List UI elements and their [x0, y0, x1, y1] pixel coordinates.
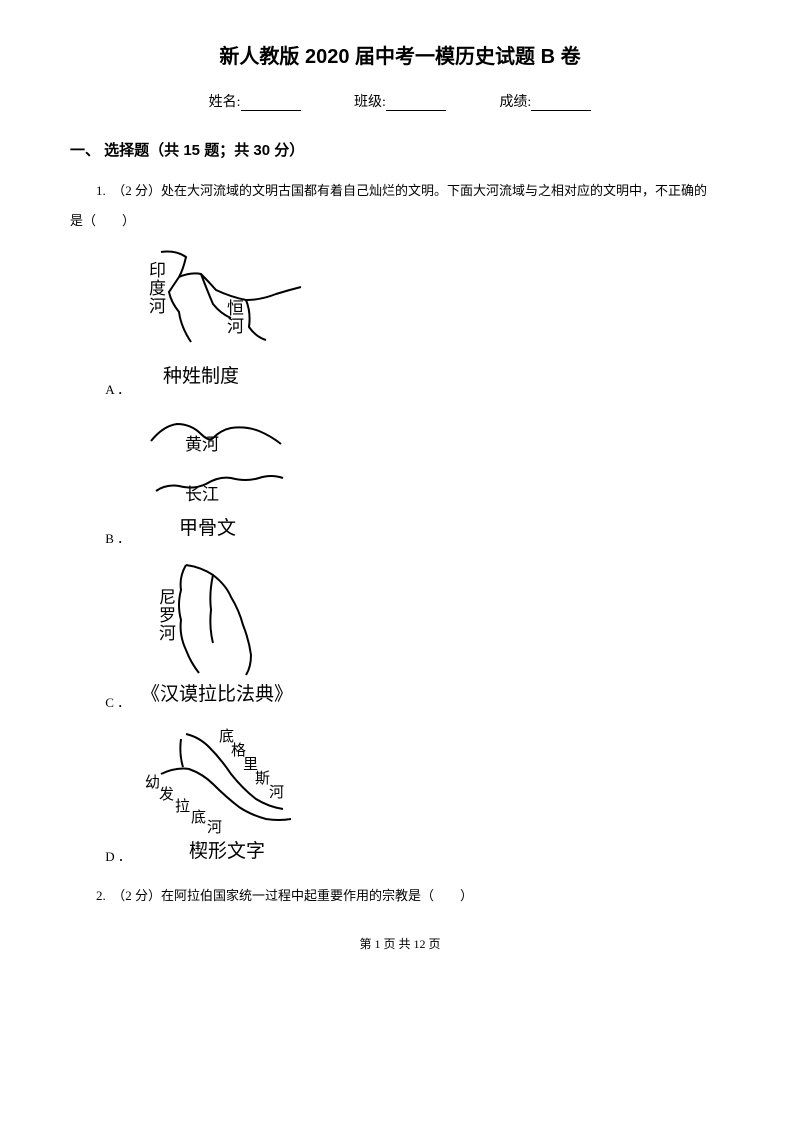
- q1-text-line1: 1. （2 分）处在大河流域的文明古国都有着自己灿烂的文明。下面大河流域与之相对…: [70, 178, 730, 204]
- svg-text:甲骨文: 甲骨文: [179, 517, 236, 539]
- map-nile-icon: 尼 罗 河 《汉谟拉比法典》: [131, 555, 341, 715]
- q1-option-c: C ． 尼 罗 河 《汉谟拉比法典》: [70, 555, 730, 715]
- option-letter: B ．: [105, 528, 131, 551]
- svg-text:楔形文字: 楔形文字: [189, 840, 265, 862]
- svg-text:罗: 罗: [159, 606, 176, 625]
- map-india-icon: 印 度 河 恒 河 种姓制度: [131, 242, 321, 402]
- section-header: 一、 选择题（共 15 题；共 30 分）: [70, 139, 730, 160]
- page-footer: 第 1 页 共 12 页: [70, 935, 730, 952]
- score-blank: [531, 96, 591, 111]
- svg-text:度: 度: [149, 279, 166, 298]
- svg-text:河: 河: [227, 317, 244, 336]
- q1-option-b: B ． 黄河 长江 甲骨文: [70, 406, 730, 551]
- name-blank: [241, 96, 301, 111]
- svg-text:河: 河: [159, 624, 176, 643]
- svg-text:黄河: 黄河: [185, 435, 219, 454]
- q2-text: 2. （2 分）在阿拉伯国家统一过程中起重要作用的宗教是（ ）: [70, 883, 730, 909]
- q1-option-d: D ． 幼 发 拉 底 河 底 格 里 斯 河 楔形文字: [70, 719, 730, 869]
- option-letter: C ．: [105, 692, 131, 715]
- svg-text:河: 河: [149, 297, 166, 316]
- svg-text:印: 印: [149, 261, 166, 280]
- svg-text:种姓制度: 种姓制度: [163, 365, 239, 387]
- svg-text:《汉谟拉比法典》: 《汉谟拉比法典》: [141, 683, 293, 705]
- svg-text:河: 河: [269, 784, 284, 801]
- info-line: 姓名: 班级: 成绩:: [70, 91, 730, 111]
- svg-text:河: 河: [207, 819, 222, 836]
- svg-text:发: 发: [159, 786, 174, 803]
- option-letter: A ．: [105, 379, 131, 402]
- class-blank: [386, 96, 446, 111]
- score-label: 成绩:: [499, 95, 531, 110]
- q1-text-line2: 是（ ）: [70, 208, 730, 234]
- svg-text:尼: 尼: [159, 588, 176, 607]
- class-label: 班级:: [354, 95, 386, 110]
- page-title: 新人教版 2020 届中考一模历史试题 B 卷: [70, 40, 730, 69]
- option-letter: D ．: [105, 846, 131, 869]
- svg-text:恒: 恒: [227, 299, 244, 318]
- name-label: 姓名:: [209, 95, 241, 110]
- svg-text:斯: 斯: [255, 770, 270, 787]
- map-china-icon: 黄河 长江 甲骨文: [131, 406, 311, 551]
- svg-text:拉: 拉: [175, 798, 190, 815]
- exam-page: 新人教版 2020 届中考一模历史试题 B 卷 姓名: 班级: 成绩: 一、 选…: [0, 0, 800, 972]
- svg-text:底: 底: [191, 809, 206, 826]
- svg-text:幼: 幼: [145, 774, 160, 791]
- svg-text:长江: 长江: [185, 485, 219, 504]
- q1-option-a: A ． 印 度 河 恒 河 种姓制度: [70, 242, 730, 402]
- map-mesopotamia-icon: 幼 发 拉 底 河 底 格 里 斯 河 楔形文字: [131, 719, 341, 869]
